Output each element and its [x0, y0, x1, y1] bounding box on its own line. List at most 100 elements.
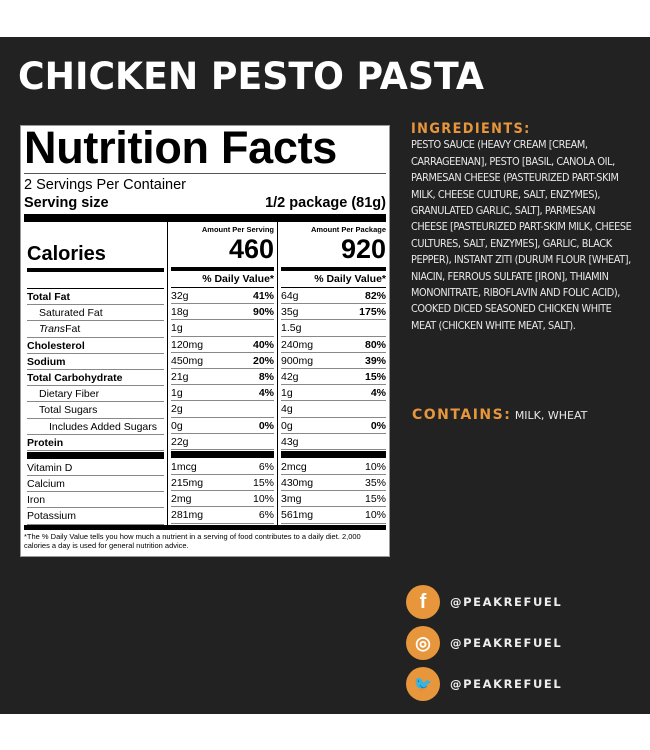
daily-value: 0%: [258, 419, 274, 432]
daily-value: 39%: [364, 354, 386, 367]
amount: 120mg: [171, 338, 204, 351]
daily-value: 4%: [258, 387, 274, 400]
allergens: CONTAINS: MILK, WHEAT: [412, 407, 587, 423]
instagram-icon[interactable]: ◎: [406, 626, 440, 660]
daily-value: 41%: [252, 290, 274, 302]
daily-value: 6%: [258, 460, 274, 473]
amount: 900mg: [281, 354, 314, 367]
vitamin-name: Calcium: [27, 476, 164, 493]
nutrient-name: Cholesterol: [27, 338, 164, 354]
social-handle[interactable]: @PEAKREFUEL: [450, 595, 563, 609]
nutrient-row: 0g 0%: [171, 418, 274, 434]
amount: 1mcg: [171, 460, 197, 473]
nutrient-name: Total Sugars: [27, 402, 164, 419]
amount: 0g: [171, 419, 183, 432]
amount: 215mg: [171, 477, 204, 490]
product-title: CHICKEN PESTO PASTA: [18, 55, 484, 98]
social-facebook[interactable]: f @PEAKREFUEL: [406, 585, 562, 619]
nutrient-row: 1mcg 6%: [171, 459, 274, 476]
nutrient-name: Total Carbohydrate: [27, 370, 164, 387]
nutrient-row: 22g: [171, 434, 274, 450]
ingredients-text: PESTO SAUCE (HEAVY CREAM [CREAM, CARRAGE…: [411, 139, 632, 332]
thick-divider: [281, 450, 386, 458]
serving-size-label: Serving size: [24, 195, 109, 211]
trans-prefix: Trans: [39, 323, 66, 336]
amount: 0g: [281, 419, 293, 432]
daily-value: 4%: [370, 387, 386, 400]
per-serving-column: Amount Per Serving 460 % Daily Value* 32…: [167, 222, 278, 525]
dv-header: % Daily Value*: [171, 271, 274, 288]
nutrient-name: Sodium: [27, 354, 164, 370]
vitamin-name: Iron: [27, 492, 164, 509]
servings-per-container: 2 Servings Per Container: [24, 177, 186, 193]
nutrient-row: 561mg 10%: [281, 507, 386, 524]
amount: 430mg: [281, 477, 314, 490]
nutrient-name-column: Calories Total Fat Saturated Fat Trans Fat…: [24, 222, 167, 525]
nutrient-row: 240mg 80%: [281, 337, 386, 353]
amount: 2g: [171, 403, 183, 416]
social-handle[interactable]: @PEAKREFUEL: [450, 636, 563, 650]
daily-value: 15%: [364, 493, 386, 506]
nutrient-row: 1.5g: [281, 320, 386, 337]
amount: 240mg: [281, 338, 314, 351]
calories-per-serving: 460: [228, 234, 274, 264]
daily-value: 40%: [252, 338, 274, 351]
facebook-icon[interactable]: f: [406, 585, 440, 619]
calories-label: Calories: [27, 243, 106, 265]
nutrient-row: 21g 8%: [171, 369, 274, 386]
per-serving-header: Amount Per Serving: [201, 225, 274, 234]
amount: 2mcg: [281, 460, 307, 473]
nutrient-row: 42g 15%: [281, 369, 386, 386]
nutrient-row: 35g 175%: [281, 304, 386, 321]
ingredients: INGREDIENTS: PESTO SAUCE (HEAVY CREAM [C…: [411, 121, 632, 334]
nutrient-row: 450mg 20%: [171, 353, 274, 369]
twitter-icon[interactable]: 🐦: [406, 667, 440, 701]
daily-value: 35%: [364, 477, 386, 490]
ingredients-heading: INGREDIENTS:: [411, 121, 531, 137]
amount: 1g: [171, 322, 183, 335]
contains-heading: CONTAINS:: [412, 407, 512, 423]
thick-divider: [171, 450, 274, 458]
amount: 64g: [281, 290, 299, 302]
calories-per-package: 920: [340, 234, 386, 264]
nutrient-name: Protein: [27, 435, 164, 451]
nutrition-facts-heading: Nutrition Facts: [24, 122, 338, 173]
daily-value: 10%: [252, 493, 274, 506]
daily-value: 8%: [258, 370, 274, 383]
amount: 32g: [171, 290, 189, 302]
nutrient-row: 18g 90%: [171, 304, 274, 321]
footnote: *The % Daily Value tells you how much a …: [24, 524, 386, 550]
nutrient-row: 3mg 15%: [281, 491, 386, 508]
amount: 3mg: [281, 493, 302, 506]
serving-size-value: 1/2 package (81g): [265, 195, 386, 211]
nutrient-row: 32g 41%: [171, 288, 274, 305]
dv-header: % Daily Value*: [281, 271, 386, 288]
nutrient-columns: Calories Total Fat Saturated Fat Trans Fat…: [24, 222, 386, 525]
nutrient-row: 1g 4%: [171, 385, 274, 402]
amount: 43g: [281, 435, 299, 448]
nutrient-row: 900mg 39%: [281, 353, 386, 369]
amount: 18g: [171, 306, 189, 319]
amount: 281mg: [171, 509, 204, 522]
social-twitter[interactable]: 🐦 @PEAKREFUEL: [406, 667, 562, 701]
daily-value: 82%: [364, 290, 386, 302]
social-handle[interactable]: @PEAKREFUEL: [450, 677, 563, 691]
daily-value: 20%: [252, 354, 274, 367]
amount: 22g: [171, 435, 189, 448]
nutrient-row: 43g: [281, 434, 386, 450]
daily-value: 90%: [252, 306, 274, 319]
nutrient-row: 2mg 10%: [171, 491, 274, 508]
daily-value: 15%: [252, 477, 274, 490]
amount: 42g: [281, 370, 299, 383]
nutrient-row: 1g 4%: [281, 385, 386, 402]
serving-size: Serving size 1/2 package (81g): [24, 194, 386, 212]
amount: 21g: [171, 370, 189, 383]
nutrient-row: 0g 0%: [281, 418, 386, 434]
nutrient-row: 281mg 6%: [171, 507, 274, 524]
nutrient-row: 64g 82%: [281, 288, 386, 305]
amount: 450mg: [171, 354, 204, 367]
social-instagram[interactable]: ◎ @PEAKREFUEL: [406, 626, 562, 660]
nutrient-row: 120mg 40%: [171, 337, 274, 353]
per-package-header: Amount Per Package: [310, 225, 386, 234]
nutrient-name: Includes Added Sugars: [27, 419, 164, 435]
